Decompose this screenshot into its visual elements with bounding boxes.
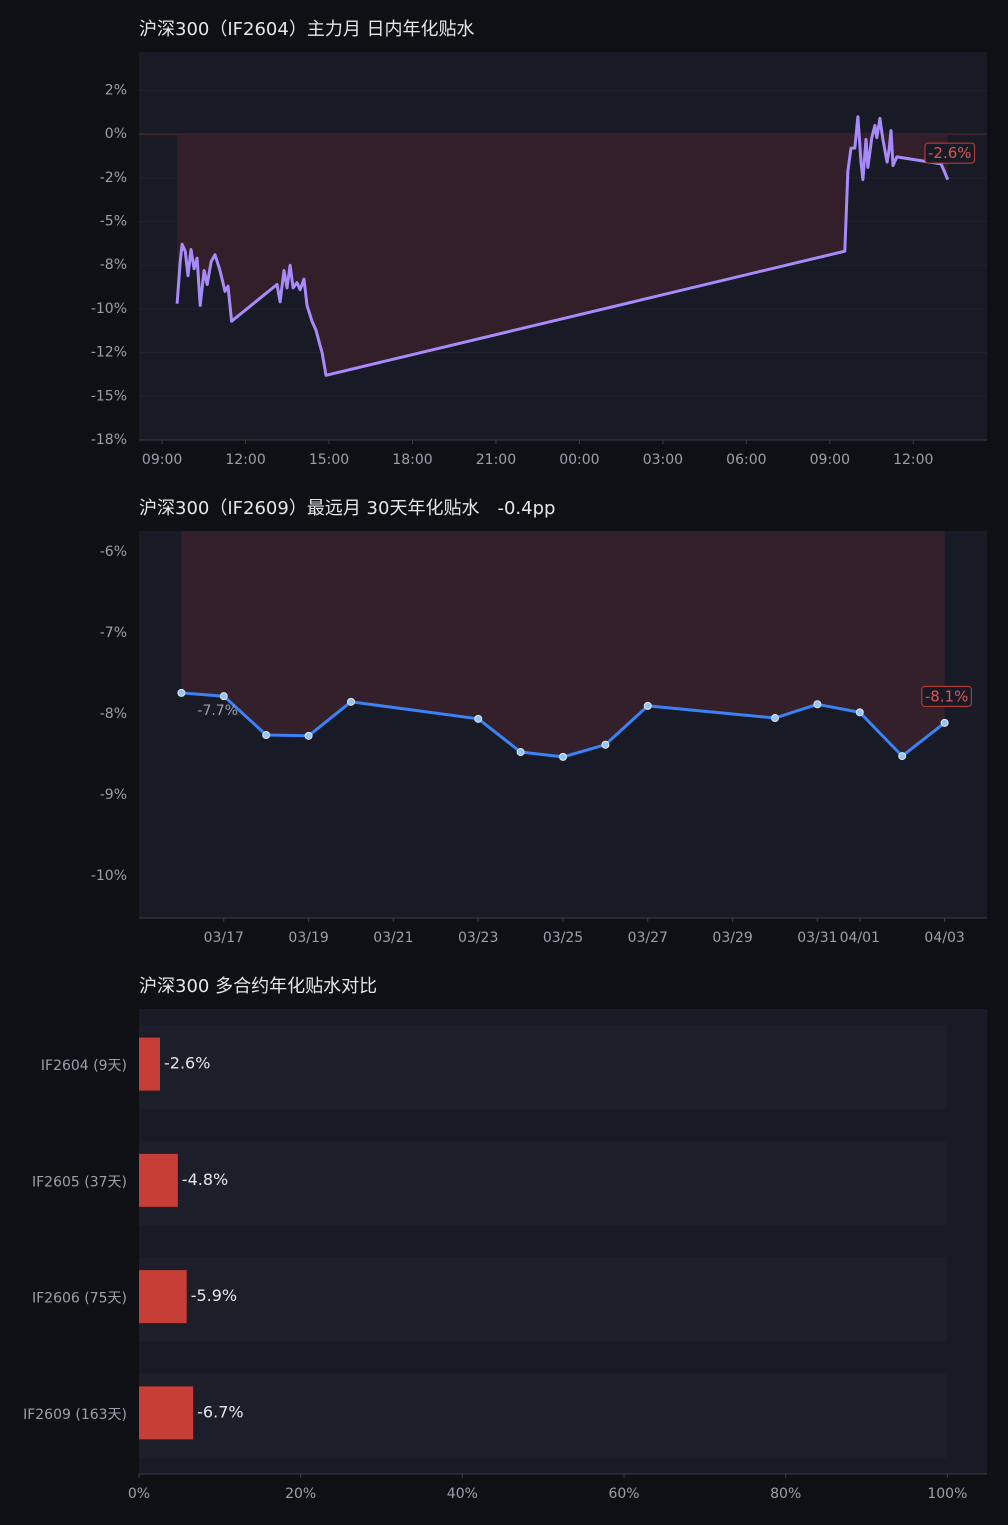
y-tick-label: -5% [100,214,127,230]
y-tick-label: IF2604 (9天) [41,1058,127,1074]
x-tick-label: 03/31 [797,930,837,946]
x-tick-label: 03/25 [543,930,583,946]
point [516,748,525,757]
y-tick-label: 0% [105,126,127,142]
x-tick-label: 80% [770,1486,801,1502]
x-tick-label: 03/29 [712,930,752,946]
y-tick-label: -7% [100,625,127,641]
point [177,688,186,697]
end-label-box [921,685,972,707]
row-band [139,1257,947,1342]
value-label: -5.9% [191,1286,237,1305]
y-tick-label: 2% [105,82,127,98]
y-tick-label: -10% [91,301,127,317]
y-tick-label: -9% [100,787,127,803]
x-tick-label: 00:00 [559,452,599,468]
point [304,731,313,740]
y-tick-label: -6% [100,544,127,560]
point [559,752,567,761]
x-tick-label: 06:00 [726,452,766,468]
y-tick-label: -10% [91,868,127,884]
value-label: -4.8% [182,1170,228,1189]
area [181,531,945,757]
point [601,740,610,749]
point [771,714,779,723]
x-tick-label: 20% [285,1486,316,1502]
y-tick-label: -15% [91,388,127,404]
row-band [139,1373,947,1458]
x-tick-label: 09:00 [142,452,182,468]
row-band [139,1141,947,1226]
x-tick-label: 15:00 [309,452,349,468]
y-tick-label: IF2605 (37天) [32,1174,127,1190]
y-tick-label: IF2609 (163天) [23,1407,127,1423]
y-tick-label: -12% [91,345,127,361]
bar [139,1037,161,1091]
point [643,701,652,710]
x-tick-label: 12:00 [225,452,265,468]
chart-title: 沪深300 多合约年化贴水对比 [139,976,377,997]
x-tick-label: 04/03 [924,930,964,946]
x-tick-label: 18:00 [392,452,432,468]
y-tick-label: -18% [91,432,127,448]
y-tick-label: -8% [100,706,127,722]
x-tick-label: 04/01 [840,930,880,946]
chart-subtitle: -0.4pp [497,498,555,519]
point [262,731,271,740]
point [347,697,355,706]
x-tick-label: 12:00 [893,452,933,468]
chart-title: 沪深300（IF2604）主力月 日内年化贴水 [139,19,475,40]
x-tick-label: 03/17 [204,930,244,946]
x-tick-label: 03/19 [288,930,328,946]
y-tick-label: IF2606 (75天) [32,1291,127,1307]
end-label-box [924,142,976,164]
value-label: -6.7% [197,1402,243,1421]
end-label: -2.6% [928,144,972,162]
point [813,700,822,709]
x-tick-label: 100% [927,1486,967,1502]
x-tick-label: 40% [447,1486,478,1502]
bar [139,1270,187,1324]
line [175,115,950,377]
x-tick-label: 03/23 [458,930,498,946]
point [855,708,864,717]
point [219,692,228,701]
bar [139,1153,178,1207]
point [898,752,907,761]
x-tick-label: 0% [128,1486,150,1502]
y-tick-label: -8% [100,257,127,273]
row-band [139,1025,947,1110]
value-label: -2.6% [164,1054,210,1073]
x-tick-label: 03:00 [643,452,683,468]
point [940,718,949,727]
x-tick-label: 03/21 [373,930,413,946]
area [177,116,948,376]
x-tick-label: 09:00 [810,452,850,468]
x-tick-label: 21:00 [476,452,516,468]
y-tick-label: -2% [100,170,127,186]
chart-title: 沪深300（IF2609）最远月 30天年化贴水 [139,498,479,519]
x-tick-label: 03/27 [628,930,668,946]
end-label: -8.1% [925,687,969,705]
x-tick-label: 60% [608,1486,639,1502]
start-label: -7.7% [197,703,238,719]
point [474,714,483,723]
bar [139,1386,194,1440]
